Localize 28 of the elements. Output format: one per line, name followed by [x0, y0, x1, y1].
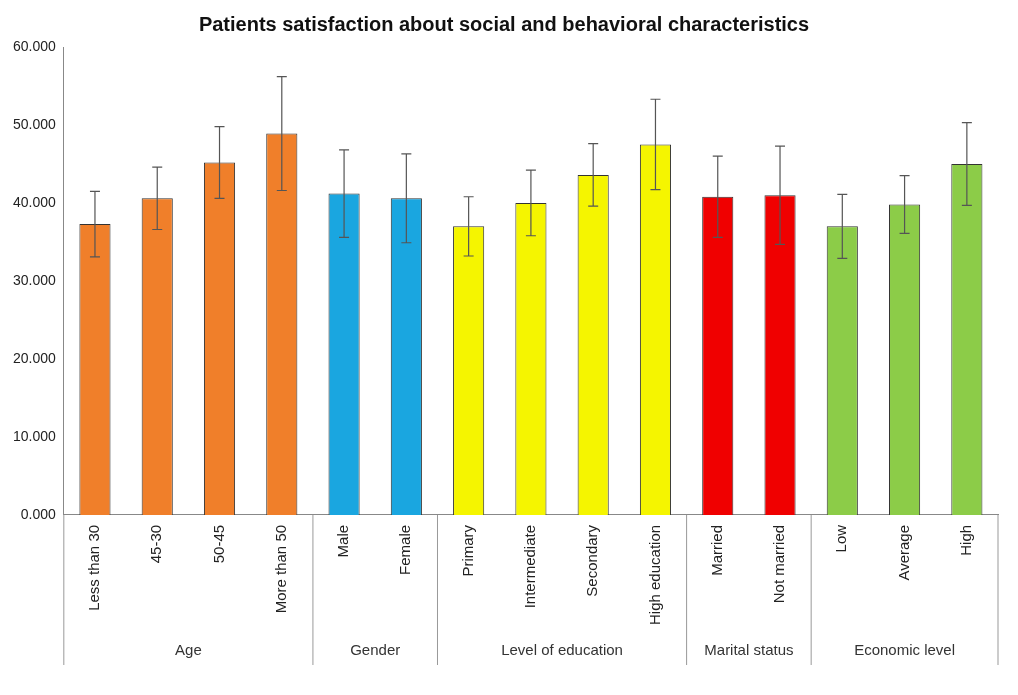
y-tick-label: 20.000 [12, 349, 57, 366]
x-tick-label: Not married [770, 524, 788, 604]
text: Gender [350, 641, 401, 659]
y-tick-label: 40.000 [12, 193, 57, 210]
x-tick-label: Less than 30 [85, 524, 103, 611]
y-tick-label: 60.000 [12, 37, 57, 54]
x-tick-label: High [957, 524, 974, 556]
y-tick-label: 30.000 [12, 271, 57, 288]
text: Level of education [501, 641, 623, 659]
text: Marital status [704, 641, 794, 659]
x-tick-label: 50-45 [209, 524, 227, 564]
x-tick-label: Primary [458, 524, 476, 577]
chart-title: Patients satisfaction about social and behavioral characteristics [198, 12, 810, 35]
y-tick-label: 0.000 [20, 505, 57, 522]
x-tick-label: Low [832, 524, 850, 553]
x-tick-label: 45-30 [147, 524, 165, 564]
x-tick-label: Married [707, 524, 725, 576]
x-tick-label: More than 50 [271, 524, 289, 614]
x-tick-label: Average [894, 524, 912, 581]
x-tick-label: Intermediate [521, 524, 539, 609]
text: Economic level [854, 641, 956, 659]
x-tick-label: Secondary [583, 524, 601, 597]
x-tick-label: Female [396, 524, 414, 575]
x-tick-label: High education [645, 524, 663, 626]
y-tick-label: 10.000 [12, 427, 57, 444]
y-tick-label: 50.000 [12, 115, 57, 132]
text: Age [175, 641, 202, 659]
x-tick-label: Male [334, 524, 352, 558]
